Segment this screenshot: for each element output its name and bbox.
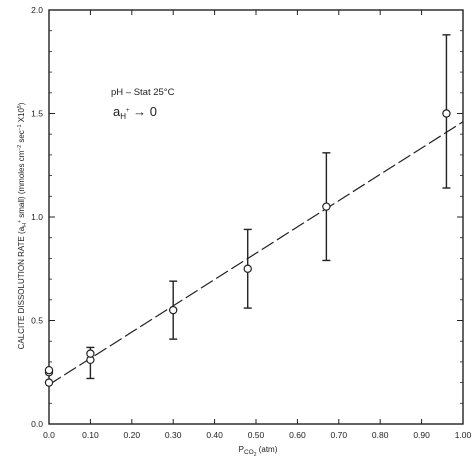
y-axis-ticks: 0.0 0.5 1.0 1.5 2.0 (31, 5, 463, 429)
y-tick-label: 2.0 (31, 5, 43, 15)
y-tick-label: 0.5 (31, 316, 43, 326)
data-point (243, 264, 252, 273)
data-point (322, 202, 331, 211)
fit-line-group (48, 121, 464, 386)
data-point (442, 109, 451, 118)
plot-axes (48, 9, 464, 425)
x-axis-title: PCO2 (atm) (239, 445, 278, 456)
x-tick-label: 0.20 (124, 430, 141, 440)
x-tick-label: 0.40 (206, 430, 223, 440)
annotation-activity: aH+ → 0 (113, 104, 157, 121)
data-point (86, 349, 95, 358)
plot-frame (48, 9, 464, 425)
annotation-ph-stat: pH – Stat 25°C (111, 87, 175, 98)
x-axis-ticks: 0.0 0.10 0.20 0.30 0.40 0.50 0.60 0.70 0.80 0.90 1… (43, 10, 472, 440)
x-tick-label: 0.30 (165, 430, 182, 440)
x-tick-label: 0.60 (289, 430, 306, 440)
x-tick-label: 0.50 (248, 430, 265, 440)
data-point (44, 378, 54, 387)
x-tick-label: 0.80 (372, 430, 389, 440)
data-point (44, 365, 54, 375)
y-tick-label: 1.0 (31, 212, 43, 222)
y-tick-label: 1.5 (31, 109, 43, 119)
data-point (168, 305, 178, 315)
x-tick-label: 0.70 (331, 430, 348, 440)
x-tick-label: 0.0 (43, 430, 55, 440)
y-tick-label: 0.0 (31, 419, 43, 429)
data-points (44, 109, 451, 387)
x-tick-label: 0.90 (413, 430, 430, 440)
x-tick-label: 1.00 (455, 430, 472, 440)
x-tick-label: 0.10 (82, 430, 99, 440)
y-axis-title: CALCITE DISSOLUTION RATE (aH+ small) (mm… (17, 102, 28, 349)
fit-line (48, 121, 464, 386)
